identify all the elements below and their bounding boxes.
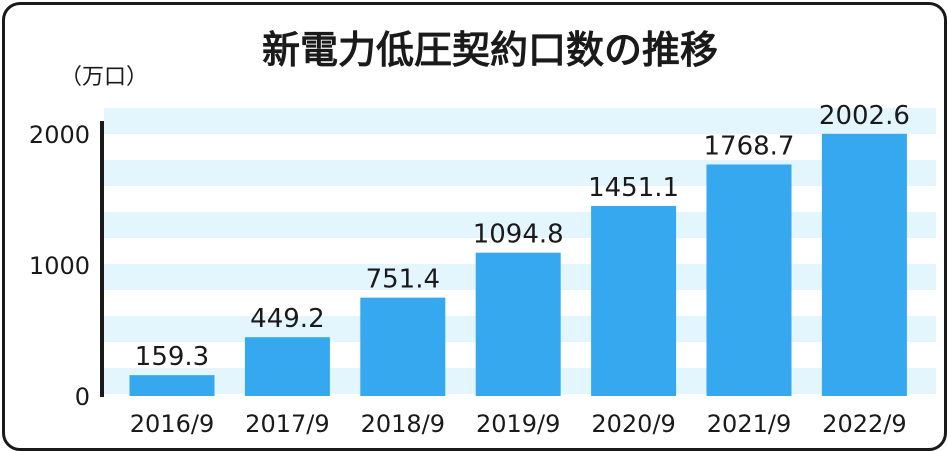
background-stripe [104, 212, 936, 238]
y-tick-label: 2000 [29, 121, 90, 149]
bar [475, 252, 561, 396]
y-axis-ticks: 0 1000 2000 [29, 121, 90, 411]
x-tick-label: 2017/9 [245, 410, 329, 438]
x-tick-label: 2018/9 [361, 410, 445, 438]
bar [591, 206, 677, 396]
bar [129, 375, 215, 396]
x-tick-label: 2021/9 [707, 410, 791, 438]
bars [129, 133, 907, 396]
value-label: 1451.1 [588, 173, 679, 203]
background-stripe [104, 160, 936, 186]
x-axis-labels: 2016/9 2017/9 2018/9 2019/9 2020/9 2021/9 2022… [130, 410, 907, 438]
y-axis-unit: （万口） [60, 65, 148, 90]
bar [360, 297, 446, 396]
y-tick-label: 0 [75, 383, 90, 411]
value-label: 1768.7 [704, 131, 795, 161]
bar [706, 164, 792, 396]
x-tick-label: 2022/9 [822, 410, 906, 438]
bar [244, 337, 330, 396]
y-tick-label: 1000 [29, 252, 90, 280]
chart-title: 新電力低圧契約口数の推移 [262, 28, 718, 72]
x-tick-label: 2020/9 [591, 410, 675, 438]
value-label: 1094.8 [473, 220, 564, 250]
bar [821, 133, 907, 396]
value-label: 751.4 [366, 265, 440, 295]
x-tick-label: 2019/9 [476, 410, 560, 438]
value-label: 449.2 [250, 304, 324, 334]
value-label: 2002.6 [819, 101, 910, 131]
value-label: 159.3 [135, 342, 209, 372]
x-tick-label: 2016/9 [130, 410, 214, 438]
background-stripe [104, 108, 936, 134]
value-labels: 159.3 449.2 751.4 1094.8 1451.1 1768.7 2002.6 [135, 101, 910, 372]
